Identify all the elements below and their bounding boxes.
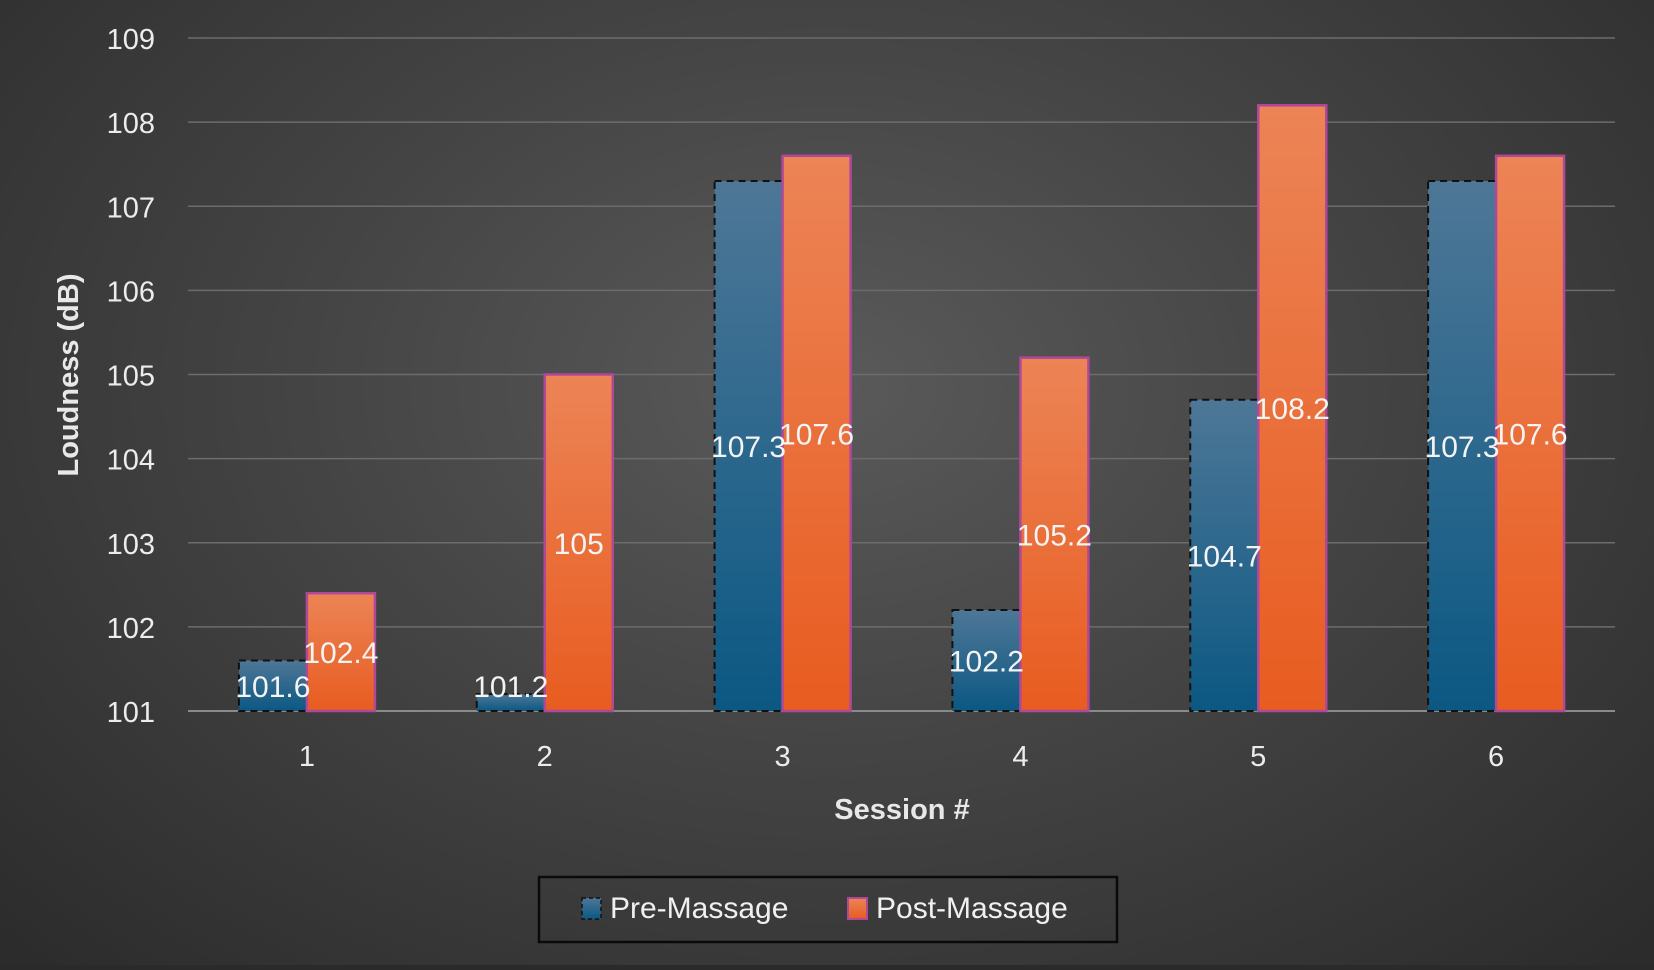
data-label-pre-massage: 101.2 [473, 671, 548, 704]
y-tick-label: 102 [107, 613, 155, 645]
data-label-post-massage: 105 [554, 528, 604, 561]
bar-pre-massage [1427, 180, 1498, 712]
y-axis-ticks: 101 102 103 104 105 106 107 108 109 [107, 24, 155, 729]
bar-post-massage [305, 591, 377, 713]
data-label-post-massage: 105.2 [1017, 519, 1092, 552]
data-label-pre-massage: 102.2 [949, 646, 1024, 679]
x-tick-label: 4 [1012, 741, 1028, 773]
legend: Pre-Massage Post-Massage [537, 875, 1119, 944]
x-tick-label: 1 [299, 741, 315, 773]
data-label-post-massage: 107.6 [779, 418, 854, 451]
bar-post-massage [1257, 104, 1328, 713]
data-label-pre-massage: 107.3 [1425, 431, 1500, 464]
x-tick-label: 5 [1250, 741, 1266, 773]
y-axis-title: Loudness (dB) [53, 274, 85, 477]
y-tick-label: 104 [107, 445, 155, 477]
y-tick-label: 109 [107, 24, 155, 56]
bars [237, 104, 1566, 713]
legend-label-pre-massage: Pre-Massage [610, 892, 788, 925]
x-tick-label: 2 [537, 741, 553, 773]
y-tick-label: 103 [107, 529, 155, 561]
x-axis-title: Session # [834, 794, 969, 826]
x-tick-label: 3 [775, 741, 791, 773]
x-tick-label: 6 [1488, 741, 1504, 773]
data-label-post-massage: 107.6 [1493, 418, 1568, 451]
bar-post-massage [781, 154, 852, 713]
legend-box [537, 875, 1119, 944]
legend-label-post-massage: Post-Massage [876, 892, 1068, 925]
bar-pre-massage [713, 180, 784, 712]
legend-swatch-post-massage [847, 897, 868, 920]
data-label-pre-massage: 107.3 [711, 431, 786, 464]
bar-post-massage [543, 373, 614, 713]
y-tick-label: 105 [107, 361, 155, 393]
x-axis-ticks: 1 2 3 4 5 6 [299, 741, 1504, 773]
data-label-pre-massage: 101.6 [235, 671, 310, 704]
bar-post-massage [1019, 356, 1090, 713]
data-label-pre-massage: 104.7 [1187, 540, 1262, 573]
bar-post-massage [1494, 154, 1566, 713]
bar-pre-massage [237, 659, 308, 713]
data-label-post-massage: 108.2 [1255, 393, 1330, 426]
bar-pre-massage [1189, 398, 1260, 712]
y-tick-label: 101 [107, 697, 155, 729]
y-tick-label: 107 [107, 192, 155, 224]
data-labels: 101.6102.4101.2105107.3107.6102.2105.210… [235, 393, 1567, 704]
data-label-post-massage: 102.4 [303, 637, 378, 670]
gridlines [188, 37, 1615, 712]
legend-swatch-pre-massage [581, 897, 602, 920]
y-tick-label: 106 [107, 276, 155, 308]
y-tick-label: 108 [107, 108, 155, 140]
bar-pre-massage [951, 609, 1022, 712]
